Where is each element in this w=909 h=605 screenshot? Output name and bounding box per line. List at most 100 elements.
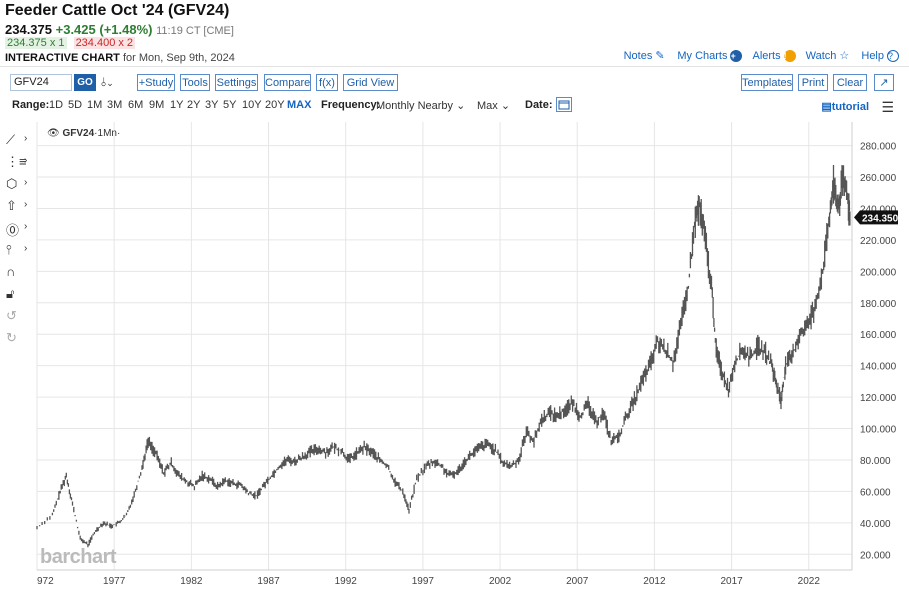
range-1d[interactable]: 1D — [49, 99, 64, 111]
help-icon: ? — [887, 50, 899, 62]
legend-symbol: GFV24 — [62, 128, 95, 139]
clear-button[interactable]: Clear — [833, 74, 867, 91]
unlock-icon: 🔓︎ — [6, 286, 15, 301]
series-line — [36, 165, 851, 548]
chevron-down-icon: ⌄ — [456, 100, 466, 112]
calendar-icon[interactable] — [556, 97, 572, 112]
x-tick-label: 1977 — [103, 576, 126, 587]
y-tick-label: 140.000 — [860, 362, 897, 373]
redo-button[interactable]: ↻ — [6, 330, 32, 348]
period-select[interactable]: Max ⌄ — [477, 99, 510, 112]
expand-button[interactable]: ↗ — [874, 74, 894, 91]
range-5d[interactable]: 5D — [68, 99, 83, 111]
chart-toolbar: GFV24 GO ⫰⌄ +Study Tools Settings Compar… — [0, 66, 909, 95]
range-2y[interactable]: 2Y — [187, 99, 201, 111]
bid-ask: 234.375 x 1 234.400 x 2 — [5, 37, 139, 49]
annotation-icon: ⓪ — [6, 223, 20, 238]
settings-button[interactable]: Settings — [215, 74, 258, 91]
bar-type-dropdown[interactable]: ⫰⌄ — [101, 75, 114, 90]
y-tick-label: 60.000 — [860, 487, 891, 498]
x-tick-label: 2017 — [720, 576, 743, 587]
fib-tool[interactable]: ⋮≡ › — [6, 154, 32, 172]
mycharts-label: My Charts — [677, 50, 728, 62]
study-button[interactable]: +Study — [137, 74, 175, 91]
price-chart[interactable]: 20.000 40.000 60.000 80.000 100.000 120.000 14… — [36, 122, 909, 600]
y-tick-label: 260.000 — [860, 173, 897, 184]
y-tick-label: 280.000 — [860, 142, 897, 153]
y-tick-label: 40.000 — [860, 519, 891, 530]
help-link[interactable]: Help? — [861, 50, 899, 62]
undo-button[interactable]: ↺ — [6, 308, 32, 326]
range-bar: Range: 1D 5D 1M 3M 6M 9M 1Y 2Y 3Y 5Y 10Y… — [0, 95, 909, 117]
alerts-label: Alerts — [752, 50, 781, 62]
y-tick-label: 160.000 — [860, 330, 897, 341]
frequency-select[interactable]: Monthly Nearby ⌄ — [376, 99, 465, 112]
print-button[interactable]: Print — [798, 74, 828, 91]
chevron-right-icon: › — [24, 221, 28, 232]
chart-legend[interactable]: 👁︎ GFV24·1Mn· — [47, 128, 120, 139]
chart-svg: 20.000 40.000 60.000 80.000 100.000 120.000 14… — [36, 122, 899, 587]
tutorial-link[interactable]: ▤tutorial — [821, 100, 869, 113]
star-icon: ☆ — [839, 50, 850, 62]
watch-link[interactable]: Watch ☆ — [806, 50, 852, 62]
fibonacci-icon: ⋮≡ — [6, 154, 27, 169]
y-tick-label: 80.000 — [860, 456, 891, 467]
price-series — [36, 165, 851, 548]
range-3m[interactable]: 3M — [107, 99, 123, 111]
range-20y[interactable]: 20Y — [265, 99, 285, 111]
bid-badge: 234.375 x 1 — [5, 37, 67, 49]
legend-interval: ·1Mn· — [94, 128, 121, 139]
shape-tool[interactable]: ⬡ › — [6, 176, 32, 194]
tutorial-icon: ▤ — [821, 101, 832, 113]
range-5y[interactable]: 5Y — [223, 99, 237, 111]
range-1m[interactable]: 1M — [87, 99, 103, 111]
magnet-tool[interactable]: ∩ — [6, 264, 32, 282]
range-10y[interactable]: 10Y — [242, 99, 262, 111]
top-links: Notes ✎ My Charts + Alerts! Watch ☆ Help? — [624, 50, 899, 62]
frequency-value: Monthly Nearby — [376, 100, 454, 112]
chevron-down-icon: ⌄ — [106, 78, 114, 88]
pattern-tool[interactable]: ⫯ › — [6, 242, 32, 260]
tools-button[interactable]: Tools — [180, 74, 210, 91]
shape-icon: ⬡ — [6, 176, 18, 191]
notes-link[interactable]: Notes ✎ — [624, 50, 668, 62]
symbol-input[interactable]: GFV24 — [10, 74, 72, 91]
chevron-right-icon: › — [24, 243, 28, 254]
arrow-tool[interactable]: ⇧ › — [6, 198, 32, 216]
trendline-tool[interactable]: ⟋ › — [6, 132, 32, 150]
y-tick-label: 180.000 — [860, 299, 897, 310]
alerts-link[interactable]: Alerts! — [752, 50, 796, 62]
fx-button[interactable]: f(x) — [316, 74, 338, 91]
x-tick-label: 1987 — [257, 576, 280, 587]
range-6m[interactable]: 6M — [128, 99, 144, 111]
interactive-chart-label: INTERACTIVE CHART for Mon, Sep 9th, 2024 — [5, 52, 235, 64]
range-max[interactable]: MAX — [287, 99, 312, 111]
help-label: Help — [861, 50, 884, 62]
y-tick-label: 220.000 — [860, 236, 897, 247]
templates-button[interactable]: Templates — [741, 74, 793, 91]
lock-tool[interactable]: 🔓︎ — [6, 286, 32, 304]
menu-icon[interactable]: ☰ — [881, 99, 894, 115]
quote-line: 234.375 +3.425 (+1.48%) 11:19 CT [CME] — [5, 22, 234, 37]
annotation-tool[interactable]: ⓪ › — [6, 220, 32, 238]
quote-time: 11:19 CT [CME] — [156, 25, 234, 37]
interactive-chart-title: INTERACTIVE CHART — [5, 52, 120, 64]
notes-label: Notes — [623, 50, 653, 62]
eye-icon: 👁︎ — [47, 128, 60, 139]
range-9m[interactable]: 9M — [149, 99, 165, 111]
chart-date: for Mon, Sep 9th, 2024 — [122, 52, 235, 64]
range-1y[interactable]: 1Y — [170, 99, 184, 111]
compare-button[interactable]: Compare — [264, 74, 311, 91]
go-button[interactable]: GO — [74, 74, 96, 91]
range-3y[interactable]: 3Y — [205, 99, 219, 111]
tutorial-label: tutorial — [831, 101, 869, 113]
last-price: 234.375 — [5, 22, 52, 37]
redo-icon: ↻ — [6, 330, 17, 345]
x-tick-label: 1982 — [180, 576, 203, 587]
last-price-marker — [854, 210, 898, 225]
y-tick-label: 120.000 — [860, 393, 897, 404]
mycharts-link[interactable]: My Charts + — [677, 50, 743, 62]
grid-view-button[interactable]: Grid View — [343, 74, 398, 91]
magnet-icon: ∩ — [6, 264, 16, 279]
x-tick-label: 2022 — [798, 576, 821, 587]
